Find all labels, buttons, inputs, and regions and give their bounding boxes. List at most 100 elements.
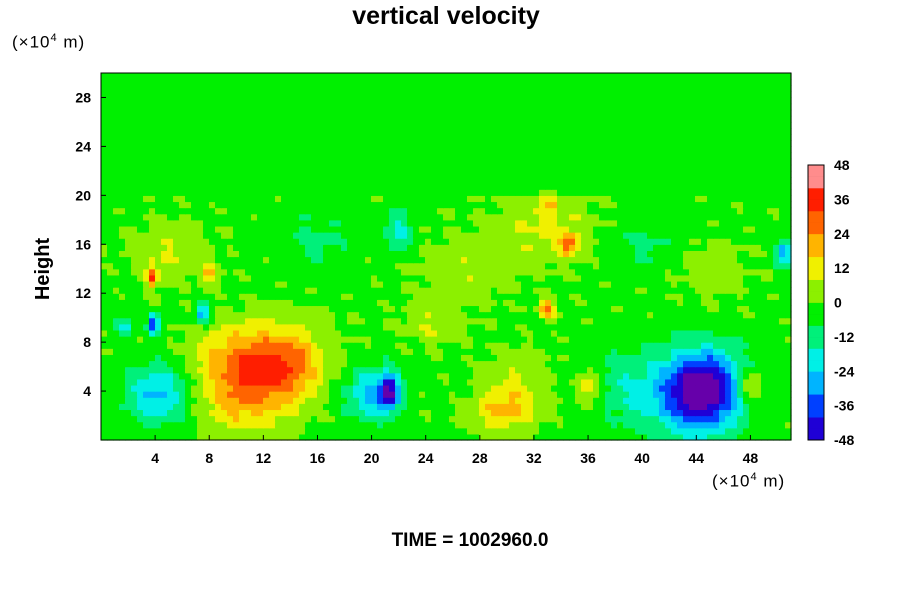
heatmap-cell <box>449 360 456 368</box>
heatmap-cell <box>281 354 288 362</box>
heatmap-cell <box>743 336 750 343</box>
heatmap-cell <box>239 299 246 307</box>
heatmap-cell <box>131 360 138 368</box>
heatmap-cell <box>341 176 348 184</box>
heatmap-cell <box>497 225 504 233</box>
heatmap-cell <box>587 219 594 227</box>
heatmap-cell <box>407 415 414 423</box>
heatmap-cell <box>515 336 522 343</box>
heatmap-cell <box>203 391 210 398</box>
heatmap-cell <box>557 421 564 429</box>
heatmap-cell <box>575 342 582 349</box>
heatmap-cell <box>617 262 624 270</box>
heatmap-cell <box>221 360 228 368</box>
heatmap-cell <box>767 354 774 362</box>
heatmap-cell <box>365 415 372 423</box>
heatmap-cell <box>479 421 486 429</box>
heatmap-cell <box>425 274 432 282</box>
heatmap-cell <box>455 262 462 270</box>
heatmap-cell <box>497 293 504 300</box>
heatmap-cell <box>407 250 414 258</box>
heatmap-cell <box>143 287 150 294</box>
heatmap-cell <box>107 256 114 264</box>
heatmap-cell <box>425 433 432 441</box>
heatmap-cell <box>581 366 588 374</box>
heatmap-cell <box>599 287 606 294</box>
heatmap-cell <box>509 238 516 245</box>
heatmap-cell <box>455 372 462 380</box>
heatmap-cell <box>383 421 390 429</box>
heatmap-cell <box>611 299 618 307</box>
heatmap-cell <box>737 433 744 441</box>
heatmap-cell <box>131 244 138 251</box>
heatmap-cell <box>383 354 390 362</box>
heatmap-cell <box>377 384 384 392</box>
heatmap-cell <box>437 329 444 337</box>
heatmap-cell <box>455 421 462 429</box>
heatmap-cell <box>413 244 420 251</box>
heatmap-cell <box>473 360 480 368</box>
heatmap-cell <box>503 176 510 184</box>
heatmap-cell <box>239 250 246 258</box>
heatmap-cell <box>383 427 390 435</box>
heatmap-cell <box>611 207 618 215</box>
heatmap-cell <box>515 189 522 196</box>
heatmap-cell <box>677 207 684 215</box>
heatmap-cell <box>473 232 480 239</box>
heatmap-cell <box>725 409 732 417</box>
heatmap-cell <box>221 348 228 355</box>
heatmap-cell <box>215 213 222 221</box>
heatmap-cell <box>245 366 252 374</box>
heatmap-cell <box>743 329 750 337</box>
heatmap-cell <box>365 232 372 239</box>
heatmap-cell <box>749 176 756 184</box>
heatmap-cell <box>287 195 294 203</box>
heatmap-cell <box>119 280 126 288</box>
heatmap-cell <box>251 427 258 435</box>
heatmap-cell <box>275 421 282 429</box>
heatmap-cell <box>665 354 672 362</box>
heatmap-cell <box>701 213 708 221</box>
heatmap-cell <box>161 195 168 203</box>
heatmap-cell <box>281 433 288 441</box>
heatmap-cell <box>179 378 186 386</box>
heatmap-cell <box>773 409 780 417</box>
heatmap-cell <box>587 262 594 270</box>
heatmap-cell <box>557 378 564 386</box>
heatmap-cell <box>767 207 774 215</box>
heatmap-cell <box>527 293 534 300</box>
heatmap-cell <box>329 170 336 178</box>
heatmap-cell <box>683 391 690 398</box>
heatmap-cell <box>533 262 540 270</box>
heatmap-cell <box>293 170 300 178</box>
heatmap-cell <box>173 250 180 258</box>
heatmap-cell <box>311 421 318 429</box>
heatmap-cell <box>233 403 240 411</box>
heatmap-cell <box>263 287 270 294</box>
heatmap-cell <box>137 329 144 337</box>
heatmap-cell <box>251 213 258 221</box>
heatmap-cell <box>647 232 654 239</box>
heatmap-cell <box>293 176 300 184</box>
heatmap-cell <box>587 378 594 386</box>
heatmap-cell <box>443 232 450 239</box>
heatmap-cell <box>101 250 108 258</box>
heatmap-cell <box>287 293 294 300</box>
heatmap-cell <box>389 170 396 178</box>
heatmap-cell <box>101 232 108 239</box>
heatmap-cell <box>611 372 618 380</box>
heatmap-cell <box>575 225 582 233</box>
heatmap-cell <box>605 250 612 258</box>
heatmap-cell <box>491 433 498 441</box>
heatmap-cell <box>329 397 336 404</box>
heatmap-cell <box>281 372 288 380</box>
heatmap-cell <box>455 225 462 233</box>
heatmap-cell <box>101 299 108 307</box>
heatmap-cell <box>563 397 570 404</box>
heatmap-cell <box>617 378 624 386</box>
heatmap-cell <box>341 366 348 374</box>
heatmap-cell <box>299 207 306 215</box>
heatmap-cell <box>581 176 588 184</box>
heatmap-cell <box>413 421 420 429</box>
heatmap-cell <box>155 317 162 325</box>
